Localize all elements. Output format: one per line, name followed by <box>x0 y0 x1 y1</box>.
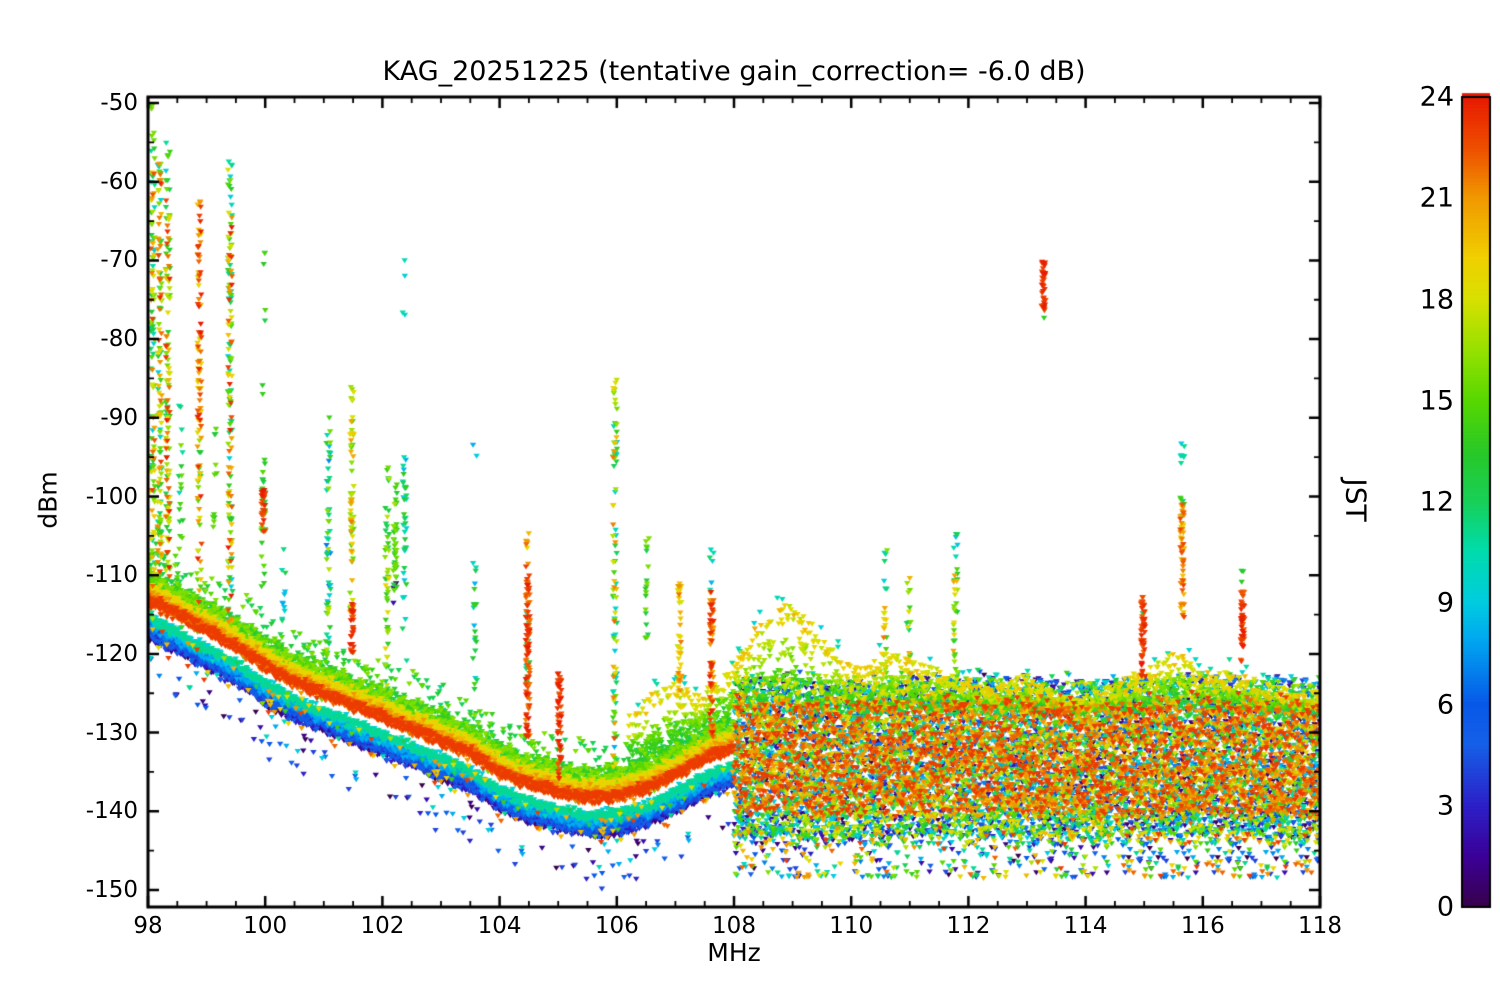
colorbar-tick-label: 9 <box>1436 587 1454 619</box>
colorbar-tick-label: 3 <box>1436 790 1454 822</box>
x-tick-label: 116 <box>1180 913 1225 939</box>
x-tick-label: 98 <box>133 913 163 939</box>
colorbar-tick-label: 6 <box>1436 689 1454 720</box>
y-tick-label: -120 <box>85 640 138 667</box>
colorbar-tick-label: 21 <box>1419 182 1454 214</box>
y-tick-label: -110 <box>85 562 138 589</box>
y-tick-label: -80 <box>100 326 138 353</box>
colorbar-tick-label: 18 <box>1419 284 1454 315</box>
colorbar-tick-label: 0 <box>1436 891 1454 923</box>
y-tick-label: -60 <box>100 168 138 195</box>
x-axis-label: MHz <box>707 938 761 967</box>
x-tick-label: 104 <box>477 913 522 939</box>
x-tick-label: 112 <box>946 913 991 939</box>
x-tick-label: 114 <box>1063 913 1108 939</box>
y-tick-label: -100 <box>85 483 138 510</box>
y-tick-label: -150 <box>85 877 138 903</box>
y-tick-label: -70 <box>100 247 138 274</box>
y-tick-label: -140 <box>85 798 138 825</box>
x-tick-label: 100 <box>243 913 288 939</box>
y-tick-label: -90 <box>100 404 138 431</box>
y-tick-label: -130 <box>85 719 138 746</box>
colorbar-tick-label: 12 <box>1419 486 1454 518</box>
y-tick-label: -50 <box>100 90 138 116</box>
x-tick-label: 110 <box>829 913 874 939</box>
colorbar-tick-label: 24 <box>1419 81 1454 113</box>
x-tick-label: 118 <box>1298 913 1342 939</box>
colorbar-tick-label: 15 <box>1419 385 1454 417</box>
plot-title: KAG_20251225 (tentative gain_correction=… <box>382 56 1086 87</box>
x-tick-label: 106 <box>594 913 639 939</box>
x-tick-label: 102 <box>360 913 405 939</box>
x-tick-label: 108 <box>712 913 756 939</box>
